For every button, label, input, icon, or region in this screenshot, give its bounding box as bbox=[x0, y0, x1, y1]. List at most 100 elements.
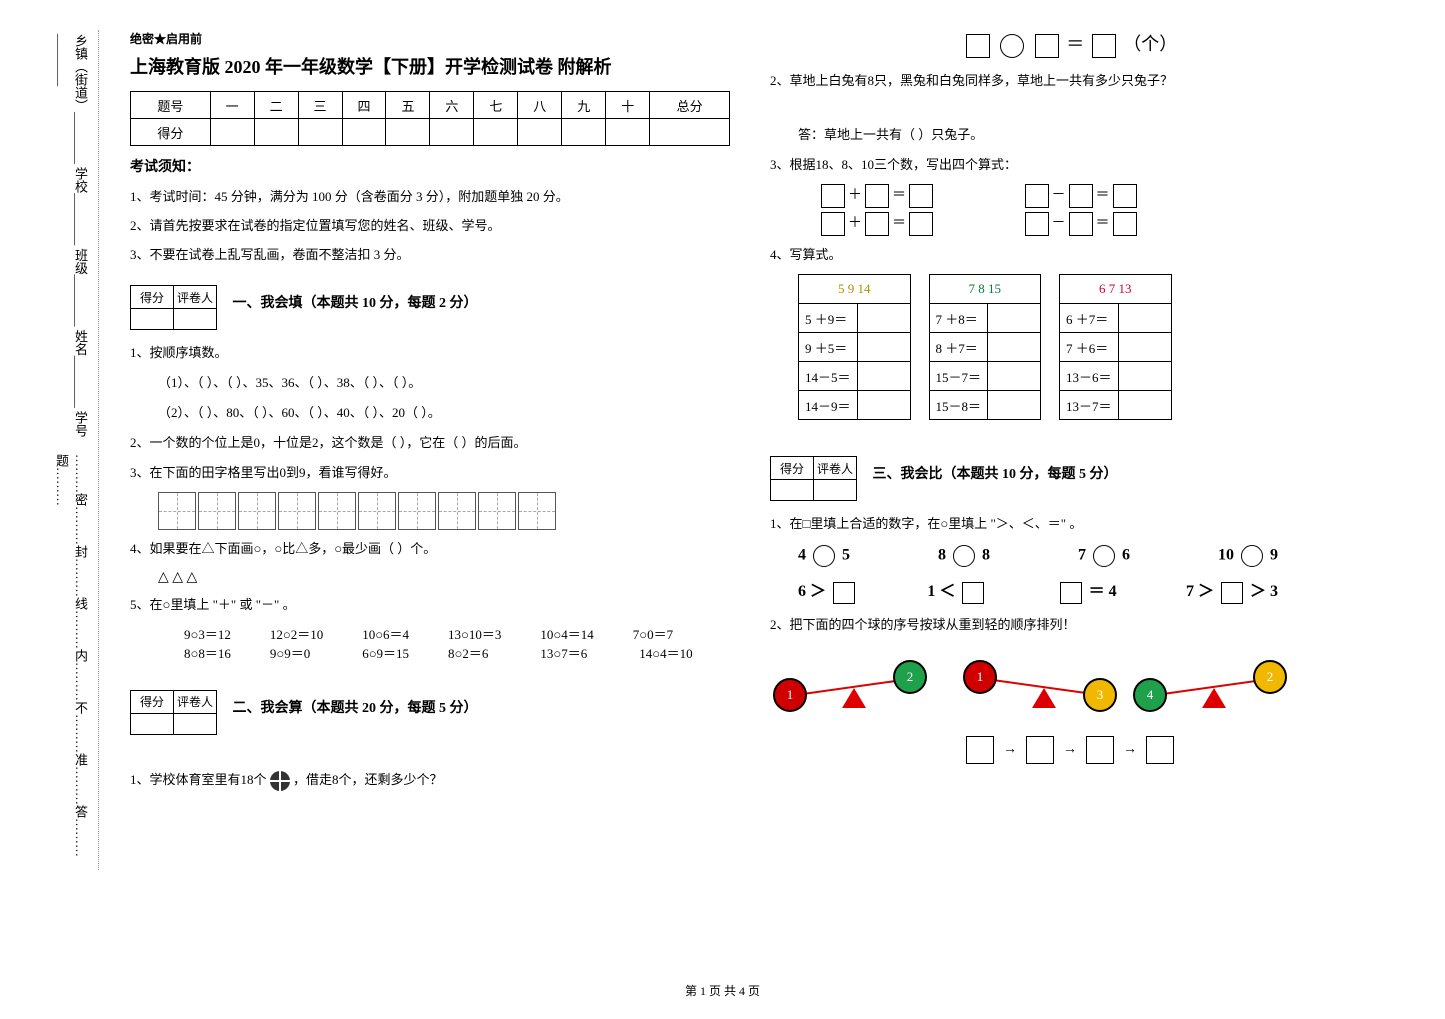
ball: 2 bbox=[893, 660, 927, 694]
fulcrum-icon bbox=[1202, 688, 1226, 708]
blank-box[interactable] bbox=[1146, 736, 1174, 764]
grid-cell[interactable] bbox=[318, 492, 356, 530]
cell[interactable] bbox=[518, 119, 562, 146]
notice-item: 2、请首先按要求在试卷的指定位置填写您的姓名、班级、学号。 bbox=[130, 215, 730, 234]
q1b: （2）、（ ）、80、（ ）、60、（ ）、40、（ ）、20（ ）。 bbox=[158, 402, 730, 424]
calc-answer[interactable] bbox=[1118, 391, 1171, 420]
calc-answer[interactable] bbox=[857, 304, 910, 333]
calc-answer[interactable] bbox=[988, 391, 1041, 420]
cell[interactable] bbox=[650, 119, 730, 146]
grid-cell[interactable] bbox=[398, 492, 436, 530]
blank-box[interactable] bbox=[833, 582, 855, 604]
cell[interactable] bbox=[814, 480, 857, 501]
calc-expr: 14－5＝ bbox=[799, 362, 858, 391]
cell[interactable] bbox=[131, 309, 174, 330]
grader-box: 得分评卷人 bbox=[130, 285, 217, 330]
cell[interactable] bbox=[174, 309, 217, 330]
blank-box[interactable] bbox=[1025, 212, 1049, 236]
grid-cell[interactable] bbox=[518, 492, 556, 530]
num: 6 bbox=[1122, 547, 1130, 564]
blank-box[interactable] bbox=[909, 184, 933, 208]
q5-row: 9○3＝12 12○2＝10 10○6＝4 13○10＝3 10○4＝14 7○… bbox=[158, 624, 730, 643]
cell: 十 bbox=[606, 92, 650, 119]
blank-box[interactable] bbox=[1113, 212, 1137, 236]
blank-box[interactable] bbox=[962, 582, 984, 604]
q5: 5、在○里填上 "＋" 或 "－" 。 bbox=[130, 594, 730, 616]
cell[interactable] bbox=[298, 119, 342, 146]
cell[interactable] bbox=[562, 119, 606, 146]
calc-answer[interactable] bbox=[1118, 333, 1171, 362]
calc-header: 5 9 14 bbox=[799, 275, 911, 304]
calc-answer[interactable] bbox=[988, 333, 1041, 362]
blank-box[interactable] bbox=[821, 212, 845, 236]
q2: 2、一个数的个位上是0，十位是2，这个数是（ ），它在（ ）的后面。 bbox=[130, 432, 730, 454]
blank-box[interactable] bbox=[966, 736, 994, 764]
calc-answer[interactable] bbox=[1118, 304, 1171, 333]
blank-box[interactable] bbox=[865, 184, 889, 208]
blank-box[interactable] bbox=[1069, 184, 1093, 208]
blank-box[interactable] bbox=[1025, 184, 1049, 208]
operator-circle[interactable] bbox=[1000, 34, 1024, 58]
blank-box[interactable] bbox=[1069, 212, 1093, 236]
calc-answer[interactable] bbox=[857, 362, 910, 391]
section2-title: 二、我会算（本题共 20 分，每题 5 分） bbox=[233, 697, 478, 717]
grid-cell[interactable] bbox=[358, 492, 396, 530]
cell: 三 bbox=[298, 92, 342, 119]
blank-box[interactable] bbox=[865, 212, 889, 236]
grid-cell[interactable] bbox=[438, 492, 476, 530]
grid-cell[interactable] bbox=[158, 492, 196, 530]
blank-box[interactable] bbox=[1113, 184, 1137, 208]
grid-cell[interactable] bbox=[478, 492, 516, 530]
blank-box[interactable] bbox=[821, 184, 845, 208]
num: 1 ＜ bbox=[927, 583, 955, 600]
s2-q2: 2、草地上白兔有8只，黑兔和白兔同样多，草地上一共有多少只兔子？ bbox=[770, 70, 1370, 92]
calc-expr: 6 ＋7＝ bbox=[1060, 304, 1119, 333]
grid-cell[interactable] bbox=[198, 492, 236, 530]
cell[interactable] bbox=[210, 119, 254, 146]
q4-shapes: △ △ △ bbox=[158, 569, 730, 586]
cell[interactable] bbox=[254, 119, 298, 146]
arrow-icon: → bbox=[1003, 742, 1017, 758]
formula-row: ＋＝ －＝ bbox=[818, 184, 1370, 208]
calc-answer[interactable] bbox=[857, 333, 910, 362]
calc-expr: 13－6＝ bbox=[1060, 362, 1119, 391]
grid-cell[interactable] bbox=[238, 492, 276, 530]
cell: 评卷人 bbox=[814, 457, 857, 480]
blank-box[interactable] bbox=[1086, 736, 1114, 764]
blank-box[interactable] bbox=[909, 212, 933, 236]
blank-box[interactable] bbox=[1221, 582, 1243, 604]
calc-answer[interactable] bbox=[988, 304, 1041, 333]
cell[interactable] bbox=[131, 713, 174, 734]
operator-circle[interactable] bbox=[813, 545, 835, 567]
cell[interactable] bbox=[386, 119, 430, 146]
calc-answer[interactable] bbox=[988, 362, 1041, 391]
section3-title: 三、我会比（本题共 10 分，每题 5 分） bbox=[873, 463, 1118, 483]
score-value-row: 得分 bbox=[131, 119, 730, 146]
cell[interactable] bbox=[606, 119, 650, 146]
cell[interactable] bbox=[342, 119, 386, 146]
blank-box[interactable] bbox=[1092, 34, 1116, 58]
blank-box[interactable] bbox=[966, 34, 990, 58]
operator-circle[interactable] bbox=[953, 545, 975, 567]
cell[interactable] bbox=[430, 119, 474, 146]
operator-circle[interactable] bbox=[1093, 545, 1115, 567]
s2-q1-text-b: ，借走8个，还剩多少个？ bbox=[293, 772, 443, 787]
grid-cell[interactable] bbox=[278, 492, 316, 530]
calc-expr: 8 ＋7＝ bbox=[929, 333, 988, 362]
blank-box[interactable] bbox=[1035, 34, 1059, 58]
num: 4 bbox=[798, 547, 806, 564]
calc-answer[interactable] bbox=[1118, 362, 1171, 391]
blank-box[interactable] bbox=[1060, 582, 1082, 604]
calc-expr: 7 ＋6＝ bbox=[1060, 333, 1119, 362]
cell[interactable] bbox=[771, 480, 814, 501]
operator-circle[interactable] bbox=[1241, 545, 1263, 567]
ball: 1 bbox=[773, 678, 807, 712]
calc-answer[interactable] bbox=[857, 391, 910, 420]
blank-box[interactable] bbox=[1026, 736, 1054, 764]
q1: 1、按顺序填数。 bbox=[130, 342, 730, 364]
writing-grid[interactable] bbox=[158, 492, 730, 530]
q4: 4、如果要在△下面画○，○比△多，○最少画（ ）个。 bbox=[130, 538, 730, 560]
num: 7 bbox=[1078, 547, 1086, 564]
cell[interactable] bbox=[174, 713, 217, 734]
cell[interactable] bbox=[474, 119, 518, 146]
